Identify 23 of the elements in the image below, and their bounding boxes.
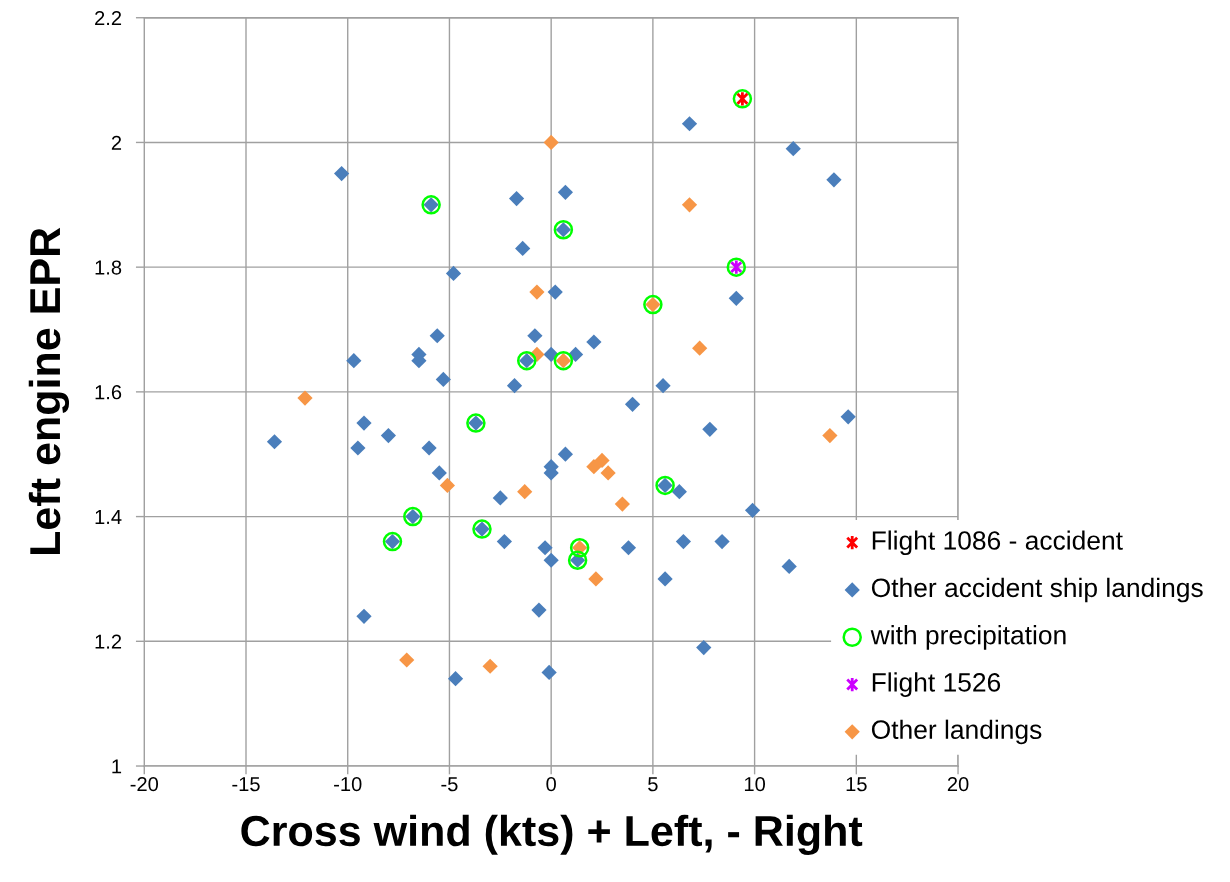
x-tick-label: -15 xyxy=(232,777,260,792)
y-tick-label: 1.8 xyxy=(95,260,122,275)
x-tick-label: -20 xyxy=(130,776,159,792)
x-tick-label: 15 xyxy=(846,777,867,792)
y-tick-label: 1.6 xyxy=(95,385,122,400)
x-tick-label: 5 xyxy=(648,777,658,792)
y-tick-label: 1.2 xyxy=(95,634,122,649)
y-tick-label: 2 xyxy=(111,135,122,150)
y-tick-label: 1.4 xyxy=(95,510,122,524)
x-tick-label: 20 xyxy=(947,776,969,792)
y-tick-label: 2.2 xyxy=(95,10,122,26)
x-axis-title: Cross wind (kts) + Left, - Right xyxy=(241,814,863,855)
x-tick-label: 0 xyxy=(546,776,556,792)
x-tick-label: 10 xyxy=(744,776,766,792)
legend-label: Flight 1526 xyxy=(872,672,1001,697)
x-tick-label: -10 xyxy=(334,776,362,792)
legend-label: with precipitation xyxy=(870,625,1066,650)
x-tick-label: -5 xyxy=(441,777,458,792)
legend-label: Other accident ship landings xyxy=(871,577,1203,603)
y-tick-label: 1 xyxy=(112,759,122,774)
y-axis-title: Left engine EPR xyxy=(28,227,70,555)
legend-label: Other landings xyxy=(871,719,1042,745)
legend-label: Flight 1086 - accident xyxy=(872,530,1123,556)
